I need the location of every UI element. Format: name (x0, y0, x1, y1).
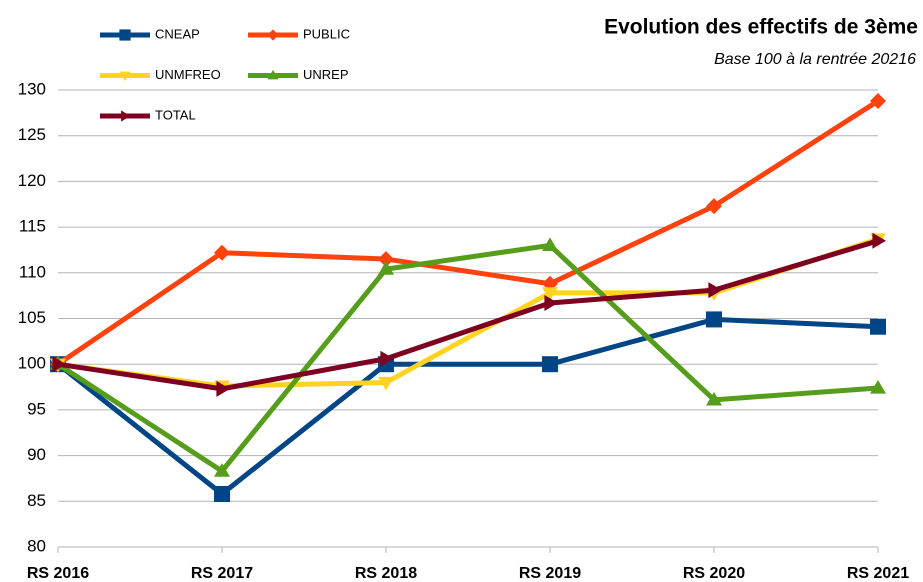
y-tick-label: 85 (27, 491, 46, 510)
legend-label: UNMFREO (155, 67, 221, 82)
marker (706, 311, 722, 328)
legend-marker (119, 29, 131, 41)
marker (544, 294, 558, 311)
y-tick-label: 110 (19, 262, 46, 281)
marker (378, 251, 394, 268)
marker (214, 485, 230, 502)
marker (872, 232, 886, 249)
y-tick-label: 100 (18, 354, 46, 373)
x-tick-label: RS 2019 (519, 565, 581, 582)
marker (706, 391, 722, 406)
marker (214, 244, 230, 261)
x-tick-label: RS 2020 (683, 565, 745, 582)
x-tick-label: RS 2018 (355, 565, 417, 582)
y-tick-label: 80 (27, 536, 46, 555)
legend-marker (267, 29, 279, 41)
series-line (56, 98, 880, 367)
chart-title: Evolution des effectifs de 3ème (604, 16, 918, 39)
marker (378, 376, 394, 391)
legend-label: CNEAP (155, 26, 200, 41)
legend-marker (121, 110, 131, 122)
y-tick-label: 125 (18, 125, 46, 144)
chart-subtitle: Base 100 à la rentrée 20216 (714, 51, 916, 68)
y-tick-label: 90 (27, 445, 46, 464)
marker (870, 92, 886, 109)
y-tick-label: 130 (18, 79, 46, 98)
marker (52, 356, 66, 373)
series-line (56, 242, 879, 474)
marker (542, 356, 558, 373)
x-tick-label: RS 2021 (847, 565, 909, 582)
series-line (57, 238, 879, 392)
legend-label: PUBLIC (303, 26, 350, 41)
legend-label: TOTAL (155, 107, 196, 122)
series-line (56, 316, 879, 497)
x-tick-label: RS 2017 (191, 565, 253, 582)
marker (214, 463, 230, 477)
y-tick-label: 115 (19, 217, 46, 236)
marker (870, 318, 886, 335)
y-tick-label: 105 (18, 308, 46, 327)
marker (380, 350, 394, 367)
marker (708, 282, 722, 299)
marker (378, 261, 394, 275)
marker (706, 198, 722, 215)
legend-marker (119, 71, 131, 82)
legend-marker (267, 69, 279, 80)
marker (542, 287, 558, 301)
marker (870, 379, 886, 394)
legend-label: UNREP (303, 67, 349, 82)
marker (542, 237, 558, 251)
x-tick-label: RS 2016 (27, 565, 89, 582)
y-tick-label: 95 (27, 399, 46, 418)
y-tick-label: 120 (18, 171, 46, 190)
marker (216, 380, 230, 397)
